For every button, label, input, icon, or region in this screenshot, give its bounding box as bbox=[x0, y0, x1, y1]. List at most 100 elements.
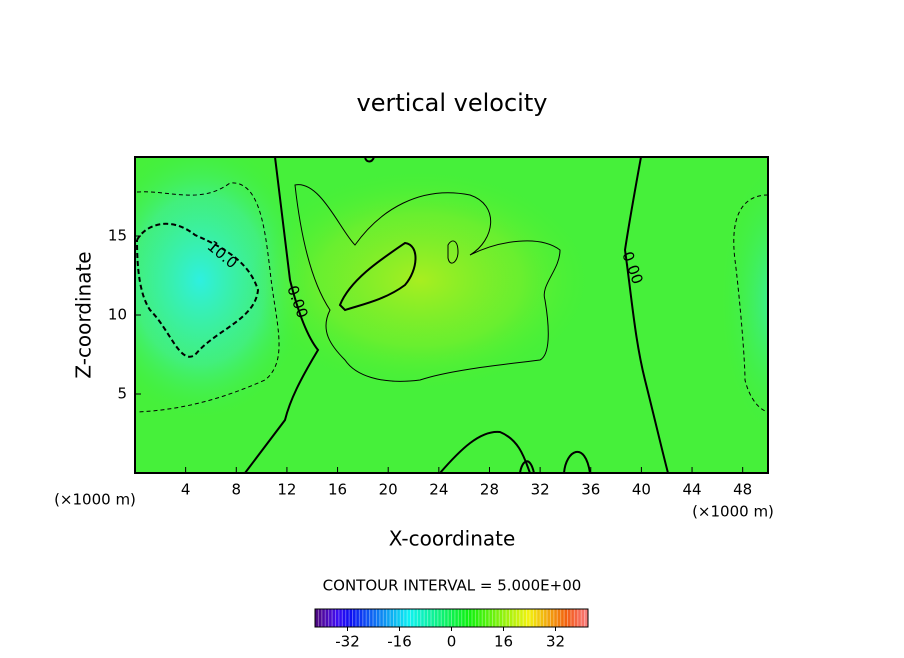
y-tick-label: 10 bbox=[108, 306, 127, 324]
y-unit-label: (×1000 m) bbox=[54, 491, 136, 509]
colorbar-cell bbox=[373, 609, 377, 627]
colorbar-cell bbox=[362, 609, 367, 627]
colorbar-cell bbox=[321, 609, 326, 627]
colorbar-cell bbox=[478, 609, 483, 627]
colorbar-cell bbox=[526, 609, 531, 627]
y-tick-label: 15 bbox=[108, 227, 127, 245]
colorbar-cell bbox=[509, 609, 514, 627]
colorbar-cell bbox=[400, 609, 405, 627]
x-tick-label: 4 bbox=[181, 481, 191, 499]
x-tick-label: 12 bbox=[277, 481, 296, 499]
colorbar-cell bbox=[448, 609, 452, 627]
colorbar-cell bbox=[482, 609, 486, 627]
colorbar-cell bbox=[458, 609, 463, 627]
colorbar-cell bbox=[489, 609, 493, 627]
colorbar-cell bbox=[581, 609, 585, 627]
colorbar-cell bbox=[366, 609, 370, 627]
colorbar-tick-label: 16 bbox=[494, 633, 513, 651]
colorbar-cell bbox=[560, 609, 565, 627]
colorbar-cell bbox=[332, 609, 336, 627]
y-tick-label: 5 bbox=[117, 385, 127, 403]
colorbar-cell bbox=[424, 609, 428, 627]
colorbar-cell bbox=[410, 609, 415, 627]
colorbar-cell bbox=[342, 609, 347, 627]
x-unit-label: (×1000 m) bbox=[692, 503, 774, 521]
colorbar-cell bbox=[543, 609, 548, 627]
colorbar-cell bbox=[540, 609, 544, 627]
colorbar-cell bbox=[390, 609, 394, 627]
colorbar-cell bbox=[441, 609, 445, 627]
colorbar-cell bbox=[325, 609, 329, 627]
colorbar-cell bbox=[431, 609, 435, 627]
colorbar-title: CONTOUR INTERVAL = 5.000E+00 bbox=[323, 577, 582, 595]
colorbar-cell bbox=[502, 609, 507, 627]
chart-title: vertical velocity bbox=[357, 89, 548, 117]
contour-field bbox=[135, 157, 768, 473]
colorbar-cell bbox=[437, 609, 442, 627]
colorbar-cell bbox=[570, 609, 575, 627]
colorbar-cell bbox=[550, 609, 555, 627]
colorbar-cell bbox=[420, 609, 425, 627]
colorbar-cell bbox=[553, 609, 558, 627]
y-axis-label: Z-coordinate bbox=[72, 251, 96, 378]
colorbar-cell bbox=[485, 609, 490, 627]
x-tick-label: 28 bbox=[480, 481, 499, 499]
colorbar-cell bbox=[475, 609, 480, 627]
colorbar-cell bbox=[335, 609, 340, 627]
x-tick-label: 44 bbox=[682, 481, 701, 499]
colorbar-cell bbox=[396, 609, 401, 627]
colorbar-cell bbox=[529, 609, 534, 627]
colorbar-cell bbox=[516, 609, 521, 627]
colorbar-cell bbox=[379, 609, 384, 627]
colorbar-cell bbox=[359, 609, 364, 627]
colorbar-cell bbox=[574, 609, 579, 627]
colorbar-cell bbox=[328, 609, 333, 627]
colorbar-cell bbox=[533, 609, 538, 627]
x-axis-label: X-coordinate bbox=[389, 527, 516, 551]
colorbar-cell bbox=[386, 609, 391, 627]
colorbar-cell bbox=[427, 609, 432, 627]
colorbar-cell bbox=[468, 609, 473, 627]
colorbar-cell bbox=[584, 609, 589, 627]
colorbar-cell bbox=[369, 609, 374, 627]
colorbar-cell bbox=[413, 609, 418, 627]
x-tick-label: 24 bbox=[429, 481, 448, 499]
x-tick-label: 40 bbox=[632, 481, 651, 499]
colorbar-cell bbox=[492, 609, 497, 627]
colorbar-cell bbox=[444, 609, 449, 627]
colorbar-cell bbox=[465, 609, 469, 627]
colorbar-cell bbox=[315, 609, 319, 627]
colorbar-cell bbox=[577, 609, 582, 627]
colorbar-tick-label: 0 bbox=[447, 633, 457, 651]
colorbar-cell bbox=[355, 609, 360, 627]
colorbar-cell bbox=[564, 609, 568, 627]
colorbar-cell bbox=[567, 609, 572, 627]
colorbar-tick-label: -32 bbox=[335, 633, 360, 651]
colorbar-cell bbox=[338, 609, 343, 627]
colorbar-cell bbox=[407, 609, 411, 627]
colorbar-tick-label: -16 bbox=[387, 633, 412, 651]
colorbar-cell bbox=[451, 609, 456, 627]
colorbar-cell bbox=[506, 609, 510, 627]
colorbar-cell bbox=[403, 609, 408, 627]
colorbar-cell bbox=[557, 609, 561, 627]
colorbar-cell bbox=[495, 609, 500, 627]
colorbar-cell bbox=[417, 609, 422, 627]
colorbar-cell bbox=[536, 609, 541, 627]
colorbar-cell bbox=[461, 609, 466, 627]
x-tick-label: 32 bbox=[531, 481, 550, 499]
colorbar-cell bbox=[523, 609, 527, 627]
colorbar-cell bbox=[499, 609, 503, 627]
colorbar-cell bbox=[547, 609, 551, 627]
colorbar-tick-label: 32 bbox=[546, 633, 565, 651]
colorbar-cell bbox=[512, 609, 517, 627]
x-tick-label: 48 bbox=[733, 481, 752, 499]
colorbar-cell bbox=[454, 609, 459, 627]
colorbar-cell bbox=[383, 609, 387, 627]
colorbar-cell bbox=[519, 609, 524, 627]
colorbar-cell bbox=[349, 609, 353, 627]
colorbar-cell bbox=[345, 609, 350, 627]
x-tick-label: 36 bbox=[581, 481, 600, 499]
colorbar-cell bbox=[376, 609, 381, 627]
